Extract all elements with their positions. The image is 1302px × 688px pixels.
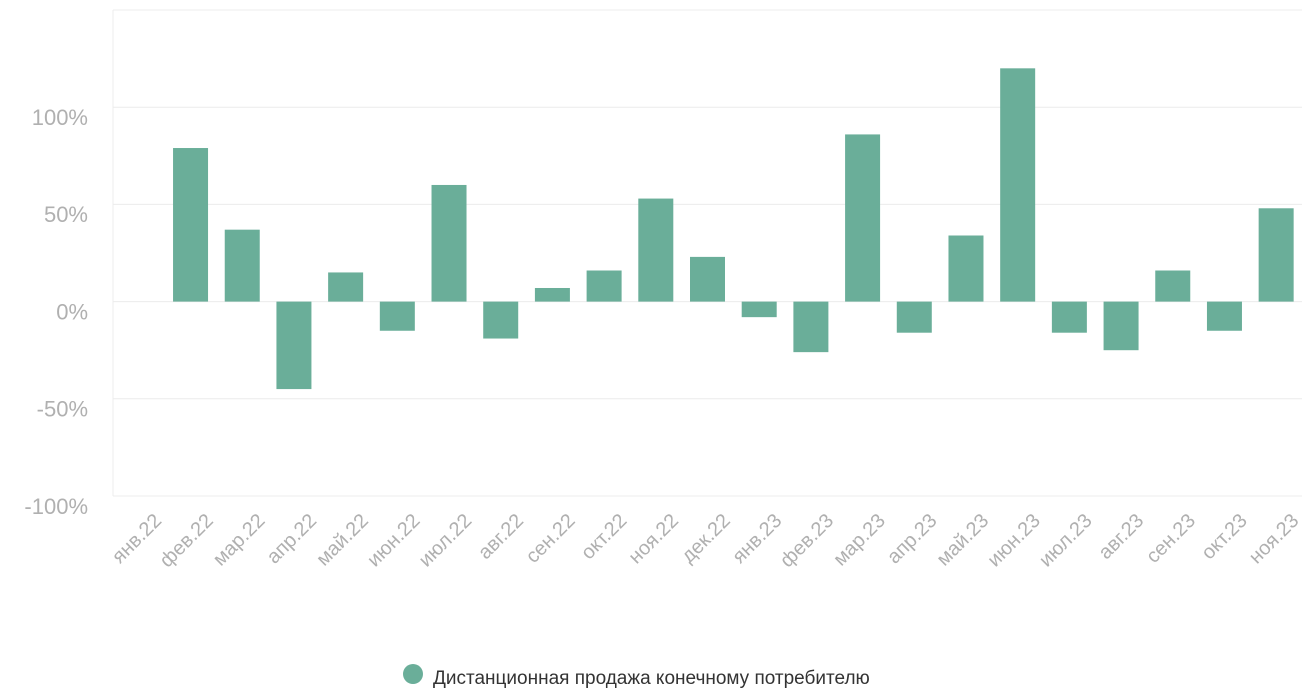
x-tick-label: ноя.22 <box>625 510 684 569</box>
x-tick-label: июл.23 <box>1035 510 1097 572</box>
legend-label: Дистанционная продажа конечному потребит… <box>433 668 870 688</box>
x-tick-label: фев.22 <box>156 510 218 572</box>
y-tick-label: -50% <box>37 397 88 422</box>
bar <box>431 184 467 302</box>
x-tick-label: дек.22 <box>677 510 735 568</box>
x-tick-label: окт.22 <box>577 510 631 564</box>
bar <box>896 301 932 333</box>
bar <box>1103 301 1139 351</box>
bar <box>793 301 829 353</box>
bar <box>638 198 674 302</box>
bar <box>1258 208 1294 302</box>
bar <box>1051 301 1087 333</box>
x-tick-label: апр.23 <box>883 510 942 569</box>
x-tick-label: мар.23 <box>829 510 890 571</box>
bar <box>690 256 725 302</box>
x-tick-label: июл.22 <box>415 510 477 572</box>
x-tick-label: сен.23 <box>1142 510 1200 568</box>
x-tick-label: май.23 <box>933 510 994 571</box>
bar <box>328 272 364 302</box>
bar <box>534 287 570 302</box>
bar <box>173 148 209 302</box>
y-tick-label: -100% <box>24 494 88 519</box>
x-tick-label: окт.23 <box>1197 510 1251 564</box>
x-tick-label: авг.22 <box>474 510 528 564</box>
x-tick-label: мар.22 <box>209 510 270 571</box>
bar <box>1155 270 1191 302</box>
bar <box>948 235 984 302</box>
bar <box>276 301 312 390</box>
bar <box>483 301 519 339</box>
bar <box>845 134 881 302</box>
bar <box>741 301 777 318</box>
bar <box>586 270 622 302</box>
x-tick-label: фев.23 <box>776 510 838 572</box>
bar <box>1206 301 1242 331</box>
y-tick-label: 0% <box>56 299 88 324</box>
x-tick-label: авг.23 <box>1094 510 1148 564</box>
x-tick-label: апр.22 <box>263 510 322 569</box>
x-tick-label: ноя.23 <box>1245 510 1302 569</box>
y-tick-label: 100% <box>32 105 88 130</box>
y-tick-label: 50% <box>44 202 88 227</box>
legend-marker <box>403 664 423 684</box>
bar <box>379 301 415 331</box>
x-tick-label: май.22 <box>312 510 373 571</box>
x-tick-label: июн.23 <box>983 510 1045 572</box>
bar <box>1000 68 1036 302</box>
x-tick-label: сен.22 <box>522 510 580 568</box>
bar <box>224 229 260 302</box>
x-tick-label: июн.22 <box>363 510 425 572</box>
